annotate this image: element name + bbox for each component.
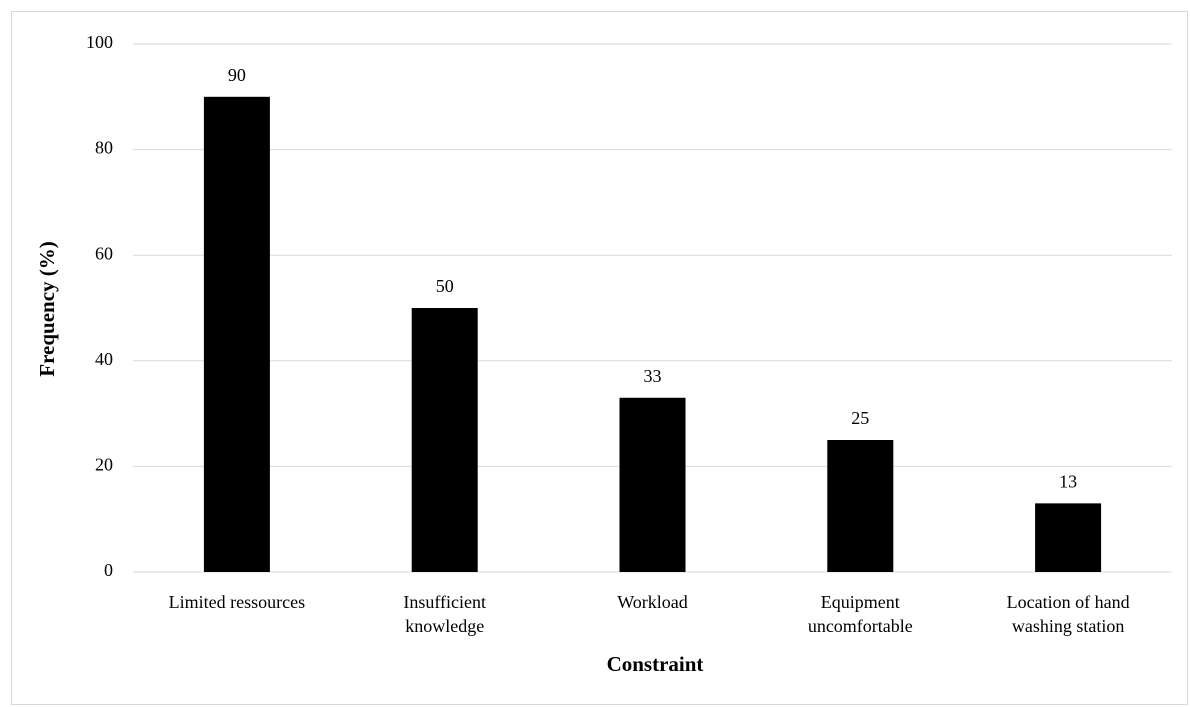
data-label: 25 — [851, 408, 869, 428]
y-tick-label: 40 — [95, 349, 113, 369]
x-tick-labels: Limited ressources Insufficient knowledge W… — [169, 592, 1130, 636]
x-tick-label: Insufficient — [403, 592, 486, 612]
x-tick-label: Limited ressources — [169, 592, 305, 612]
data-label: 50 — [436, 276, 454, 296]
y-tick-label: 100 — [86, 32, 113, 52]
gridlines — [133, 43, 1172, 573]
y-axis-title: Frequency (%) — [35, 241, 59, 377]
x-tick-label: Location of hand — [1007, 592, 1130, 612]
bar — [411, 308, 478, 572]
bar — [827, 440, 894, 572]
bars — [203, 96, 1102, 573]
y-tick-label: 60 — [95, 243, 113, 263]
data-labels: 90 50 33 25 13 — [228, 65, 1077, 492]
bar — [203, 96, 270, 573]
x-tick-label: knowledge — [405, 616, 484, 636]
y-tick-label: 80 — [95, 138, 113, 158]
x-tick-label: washing station — [1012, 616, 1125, 636]
y-tick-labels: 0 20 40 60 80 100 — [86, 32, 113, 580]
y-tick-label: 0 — [104, 560, 113, 580]
bar — [619, 397, 686, 572]
y-tick-label: 20 — [95, 455, 113, 475]
bar — [1035, 503, 1102, 572]
data-label: 33 — [644, 366, 662, 386]
x-tick-label: uncomfortable — [808, 616, 913, 636]
data-label: 13 — [1059, 471, 1077, 491]
x-axis-title: Constraint — [607, 652, 704, 676]
data-label: 90 — [228, 65, 246, 85]
x-tick-label: Workload — [617, 592, 688, 612]
x-tick-label: Equipment — [821, 592, 900, 612]
